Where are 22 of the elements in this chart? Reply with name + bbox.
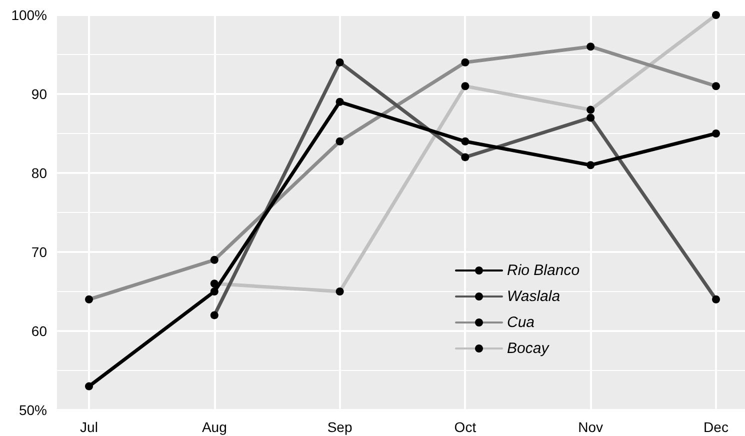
y-tick-label: 90 bbox=[31, 86, 48, 102]
point bbox=[85, 382, 93, 390]
x-tick-label: Nov bbox=[578, 419, 604, 435]
y-tick-label: 80 bbox=[31, 165, 48, 181]
point bbox=[336, 98, 344, 106]
x-tick-label: Dec bbox=[704, 419, 728, 435]
x-tick-label: Aug bbox=[202, 419, 227, 435]
point bbox=[210, 288, 218, 296]
y-tick-label: 60 bbox=[31, 323, 48, 339]
y-tick-label: 100% bbox=[11, 7, 47, 23]
x-tick-label: Sep bbox=[327, 419, 352, 435]
x-tick-label: Oct bbox=[454, 419, 476, 435]
legend-label: Bocay bbox=[507, 340, 550, 357]
legend-label: Rio Blanco bbox=[507, 262, 580, 279]
y-tick-label: 70 bbox=[31, 244, 48, 260]
legend-label: Waslala bbox=[507, 288, 560, 305]
point bbox=[461, 137, 470, 146]
point bbox=[586, 161, 595, 170]
point bbox=[712, 130, 720, 138]
y-tick-label: 50% bbox=[18, 402, 47, 418]
x-tick-label: Jul bbox=[80, 419, 98, 435]
legend-label: Cua bbox=[507, 314, 535, 331]
